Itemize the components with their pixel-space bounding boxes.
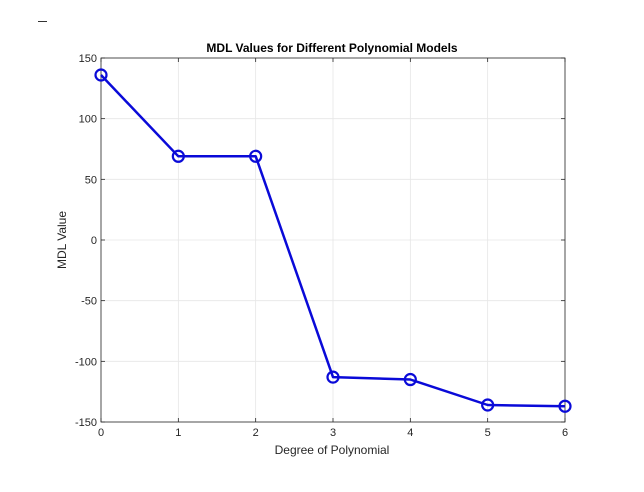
chart-title: MDL Values for Different Polynomial Mode… [206,41,457,55]
data-point-marker [326,370,340,384]
data-markers [94,68,572,413]
x-tick-labels: 0 1 2 3 4 5 6 [98,427,568,439]
y-tick-label: -100 [75,356,97,368]
y-tick-label: -150 [75,417,97,429]
y-tick-label: 150 [79,53,97,65]
y-tick-label: 100 [79,114,97,126]
x-axis-label: Degree of Polynomial [275,443,390,457]
y-tick-label: 50 [85,174,97,186]
y-tick-label: 0 [91,235,97,247]
data-point-marker [403,372,417,387]
y-axis-label: MDL Value [55,211,69,269]
x-tick-label: 0 [98,427,104,439]
data-point-marker [171,149,185,163]
data-point-marker [94,68,108,82]
window-minimize-dash [38,21,47,22]
y-tick-label: -50 [81,296,97,308]
x-tick-label: 3 [330,427,336,439]
x-tick-label: 4 [407,427,413,439]
grid-lines [100,57,566,423]
x-tick-label: 6 [562,427,568,439]
series-line [100,74,566,408]
data-point-marker [558,399,572,413]
x-tick-label: 5 [485,427,491,439]
data-point-marker [249,149,263,163]
y-tick-labels: 150 100 50 0 -50 -100 -150 [75,53,97,429]
x-tick-label: 2 [253,427,259,439]
axis-ticks [100,57,566,423]
x-tick-label: 1 [175,427,181,439]
data-point-marker [481,398,495,412]
